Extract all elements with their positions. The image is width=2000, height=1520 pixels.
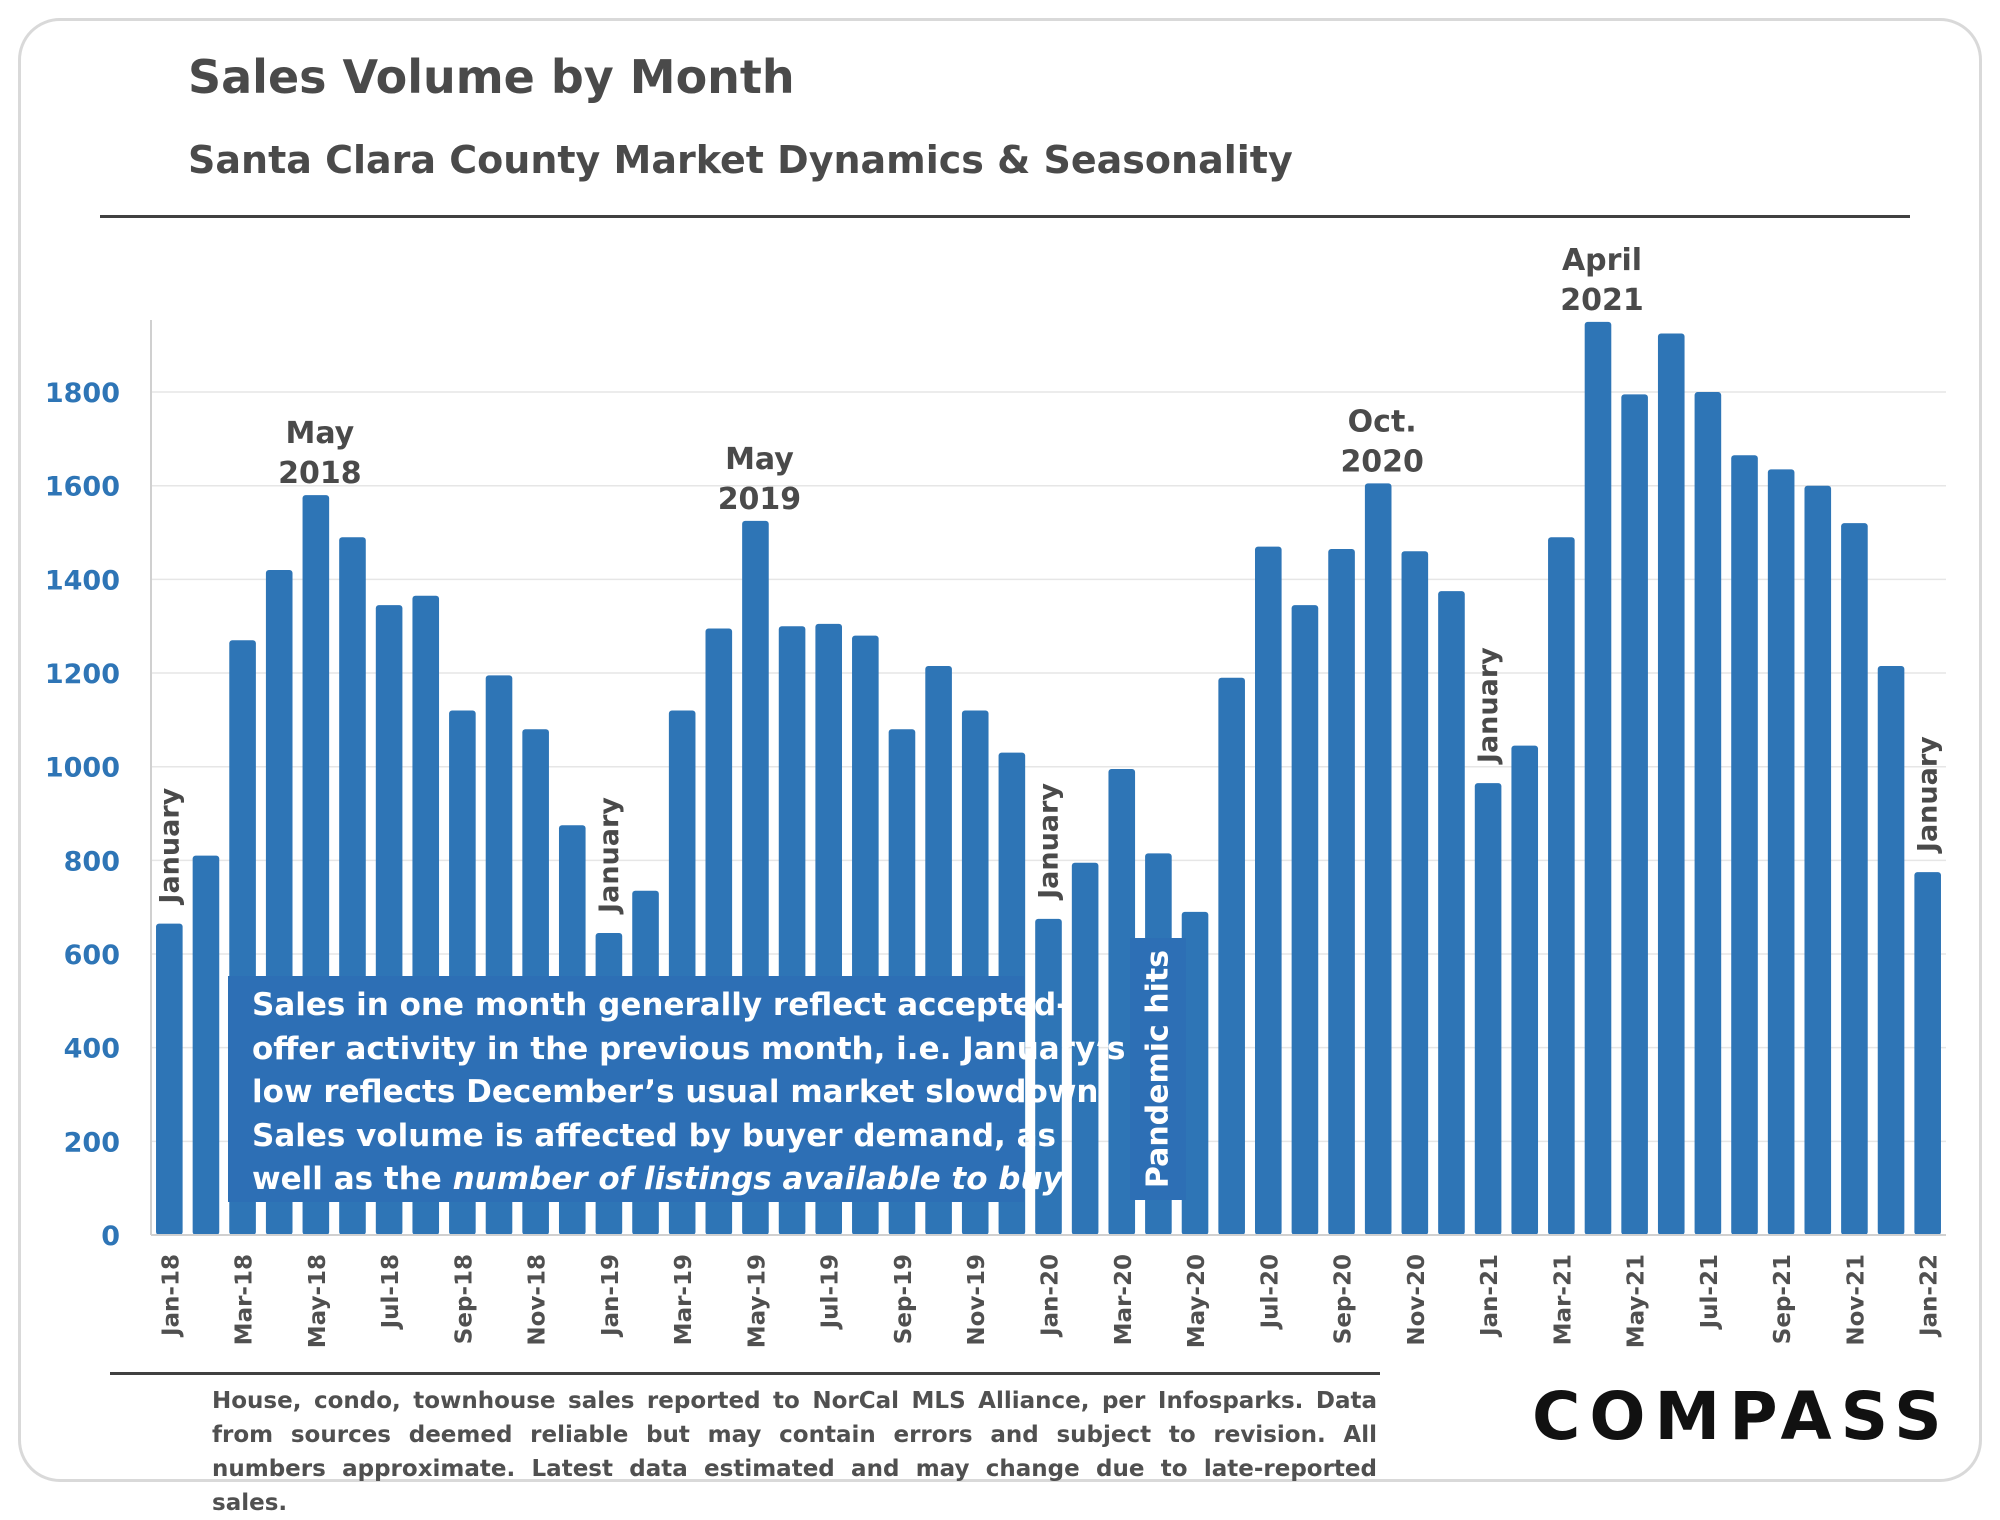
- x-tick-label: May-18: [305, 1254, 331, 1348]
- x-tick-label: May-19: [744, 1254, 770, 1348]
- y-tick-label: 1000: [45, 753, 120, 784]
- y-tick-label: 1600: [45, 472, 120, 503]
- bar: [1108, 769, 1136, 1235]
- y-tick-label: 1200: [45, 659, 120, 690]
- january-label: January: [1913, 736, 1944, 854]
- peak-annotation: May: [725, 442, 794, 477]
- january-label: January: [154, 787, 185, 905]
- y-tick-label: 0: [101, 1221, 120, 1252]
- bar: [1804, 485, 1832, 1236]
- x-tick-label: Nov-19: [964, 1254, 990, 1346]
- bar: [1474, 783, 1502, 1235]
- peak-annotation: 2020: [1340, 444, 1424, 479]
- footer-divider: [110, 1372, 1380, 1375]
- bar: [156, 923, 183, 1235]
- x-tick-label: May-20: [1184, 1254, 1210, 1348]
- peak-annotation: May: [285, 416, 354, 451]
- source-footnote: House, condo, townhouse sales reported t…: [212, 1388, 1377, 1516]
- x-tick-label: Sep-21: [1770, 1254, 1796, 1344]
- bar: [1181, 911, 1209, 1235]
- y-tick-label: 200: [64, 1127, 120, 1158]
- callout-text: .: [1062, 1161, 1075, 1197]
- x-tick-label: Nov-21: [1843, 1254, 1869, 1346]
- bar: [1291, 605, 1319, 1235]
- bar: [1767, 469, 1795, 1236]
- bar: [192, 855, 220, 1235]
- y-tick-label: 400: [64, 1034, 120, 1065]
- bar: [1364, 483, 1392, 1235]
- x-tick-label: Mar-20: [1111, 1254, 1137, 1345]
- x-tick-label: Jan-21: [1477, 1254, 1503, 1338]
- x-tick-label: Jul-18: [378, 1254, 404, 1330]
- january-label: January: [1473, 647, 1504, 765]
- bar: [1621, 394, 1648, 1235]
- x-tick-label: Sep-20: [1331, 1254, 1357, 1344]
- bar: [1254, 546, 1282, 1235]
- x-tick-label: Mar-18: [232, 1254, 258, 1345]
- compass-logo: COMPASS: [1532, 1378, 1951, 1455]
- peak-annotation: April: [1562, 243, 1642, 278]
- x-tick-label: Jul-20: [1257, 1254, 1283, 1330]
- bar: [1218, 677, 1245, 1235]
- x-tick-label: Jan-19: [598, 1254, 624, 1338]
- callout-line: Sales volume is affected by buyer demand…: [252, 1117, 1056, 1154]
- peak-annotation: 2018: [278, 456, 362, 491]
- y-tick-label: 1400: [45, 565, 120, 596]
- bar: [1548, 537, 1575, 1235]
- chart-title: Sales Volume by Month: [188, 50, 795, 104]
- x-tick-label: Sep-18: [451, 1254, 477, 1344]
- pandemic-label: Pandemic hits: [1140, 949, 1176, 1189]
- x-tick-label: Jan-22: [1917, 1254, 1943, 1338]
- bar: [1914, 872, 1941, 1235]
- explanation-callout: Sales in one month generally reflect acc…: [228, 976, 1126, 1202]
- callout-line: Sales in one month generally reflect acc…: [252, 987, 1070, 1023]
- bar: [1035, 918, 1062, 1235]
- pandemic-label-box: Pandemic hits: [1130, 938, 1186, 1200]
- x-tick-label: May-21: [1624, 1254, 1650, 1348]
- x-tick-label: Jul-21: [1697, 1254, 1723, 1330]
- callout-line: low reflects December’s usual market slo…: [252, 1074, 1111, 1110]
- bar: [1731, 455, 1758, 1235]
- bar: [1401, 551, 1429, 1235]
- x-tick-label: Sep-19: [891, 1254, 917, 1344]
- callout-text: well as the: [252, 1161, 453, 1197]
- bar: [1841, 523, 1868, 1235]
- january-label: January: [594, 797, 625, 915]
- peak-annotation: 2021: [1560, 283, 1644, 318]
- y-tick-label: 800: [64, 846, 120, 877]
- x-tick-label: Nov-18: [525, 1254, 551, 1346]
- bar: [1438, 591, 1465, 1235]
- y-tick-label: 600: [64, 940, 120, 971]
- x-tick-label: Jan-20: [1038, 1254, 1064, 1338]
- x-tick-label: Jul-19: [818, 1254, 844, 1330]
- x-tick-label: Mar-21: [1550, 1254, 1576, 1345]
- bar: [1511, 745, 1539, 1235]
- peak-annotation: 2019: [718, 482, 802, 517]
- bar: [1657, 333, 1685, 1236]
- january-label: January: [1034, 783, 1065, 901]
- bar: [1071, 862, 1099, 1235]
- x-tick-label: Jan-18: [158, 1254, 184, 1338]
- chart-subtitle: Santa Clara County Market Dynamics & Sea…: [188, 138, 1293, 182]
- x-tick-label: Mar-19: [671, 1254, 697, 1345]
- bar: [1877, 666, 1905, 1235]
- y-tick-label: 1800: [45, 378, 120, 409]
- callout-line: offer activity in the previous month, i.…: [252, 1030, 1126, 1067]
- bar: [1584, 321, 1612, 1235]
- callout-line: well as the number of listings available…: [252, 1158, 1075, 1202]
- peak-annotation: Oct.: [1348, 404, 1417, 439]
- x-tick-label: Nov-20: [1404, 1254, 1430, 1346]
- callout-emphasis: number of listings available to buy: [452, 1161, 1063, 1197]
- bar: [1694, 392, 1722, 1235]
- bar: [1328, 548, 1355, 1235]
- header-divider: [100, 215, 1910, 218]
